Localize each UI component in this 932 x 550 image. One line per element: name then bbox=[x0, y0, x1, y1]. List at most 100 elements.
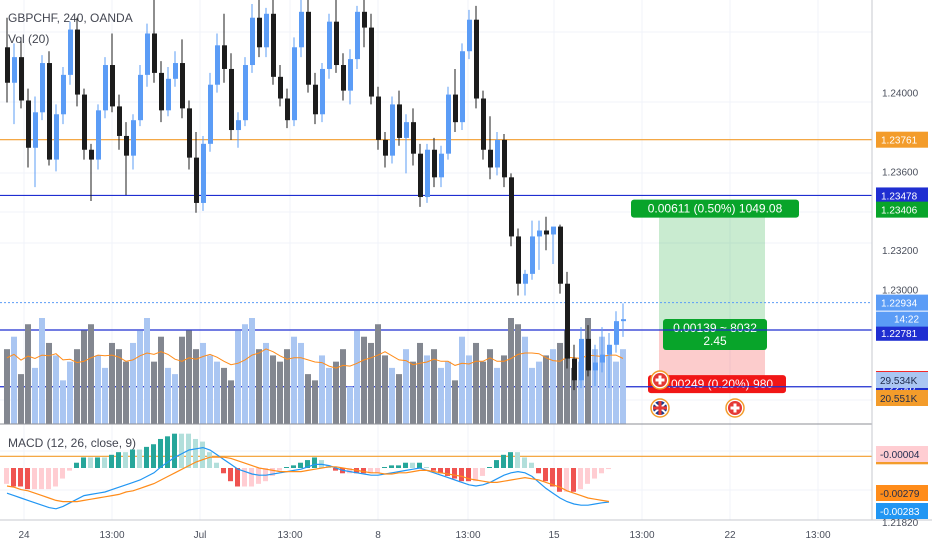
candle bbox=[124, 122, 129, 196]
candle bbox=[138, 65, 143, 127]
candle bbox=[222, 13, 227, 83]
volume-bar bbox=[305, 374, 311, 424]
macd-histogram-bar bbox=[578, 468, 583, 490]
volume-legend[interactable]: Vol (20) bbox=[8, 32, 49, 46]
macd-histogram-bar bbox=[172, 433, 177, 468]
line-price-tag[interactable]: 1.23761 bbox=[876, 131, 928, 148]
macd-histogram-bar bbox=[46, 468, 51, 490]
volume-bar bbox=[130, 342, 136, 424]
macd-histogram-bar bbox=[396, 465, 401, 468]
macd-histogram-bar bbox=[123, 452, 128, 468]
candle bbox=[495, 132, 500, 176]
macd-histogram-bar bbox=[81, 457, 86, 468]
candle bbox=[19, 37, 24, 109]
macd-tag-bg bbox=[876, 446, 928, 462]
price-tag[interactable]: 1.22781 bbox=[876, 324, 928, 341]
line-price-tag-bg bbox=[876, 131, 928, 148]
position-tool[interactable]: 0.00611 (0.50%) 1049.08 0.00139 ~ 80322.4… bbox=[631, 199, 799, 394]
candle bbox=[404, 114, 409, 174]
candle-body bbox=[208, 84, 213, 144]
macd-histogram-bar bbox=[88, 457, 93, 468]
volume-bar bbox=[60, 380, 66, 424]
time-axis[interactable]: 24 13:00 Jul 13:00 8 13:00 15 13:00 22 13:00 bbox=[18, 530, 831, 541]
volume-bar bbox=[515, 324, 521, 424]
candle bbox=[376, 86, 381, 150]
line-price-tag[interactable]: 1.23478 bbox=[876, 187, 928, 204]
volume-bar bbox=[186, 330, 192, 424]
swiss-flag-icon[interactable] bbox=[650, 370, 670, 390]
volume-bar bbox=[137, 330, 143, 424]
volume-bar bbox=[298, 342, 304, 424]
signal-line bbox=[6, 456, 610, 503]
candle bbox=[481, 90, 486, 160]
swiss-flag-icon[interactable] bbox=[725, 398, 745, 418]
candle-body bbox=[61, 74, 66, 115]
time-tick-label: 13:00 bbox=[805, 530, 830, 541]
uk-flag-icon[interactable] bbox=[650, 398, 670, 418]
target-zone[interactable] bbox=[659, 209, 765, 331]
candle-body bbox=[621, 319, 626, 322]
volume-bar bbox=[452, 380, 458, 424]
candle bbox=[292, 37, 297, 127]
candle bbox=[313, 72, 318, 125]
event-icons[interactable] bbox=[650, 370, 745, 418]
candle-body bbox=[481, 98, 486, 150]
price-tag[interactable]: 1.23406 bbox=[876, 201, 928, 218]
volume-bar bbox=[256, 349, 262, 424]
volume-bar bbox=[144, 318, 150, 424]
macd-histogram-bar bbox=[606, 468, 611, 470]
candle bbox=[201, 135, 206, 211]
candle-body bbox=[453, 94, 458, 123]
candle-body bbox=[75, 29, 80, 95]
target-label[interactable]: 0.00611 (0.50%) 1049.08 bbox=[631, 199, 799, 218]
candle bbox=[369, 13, 374, 105]
macd-histogram-bar bbox=[389, 465, 394, 468]
volume-bar bbox=[606, 355, 612, 424]
symbol-legend[interactable]: GBPCHF, 240, OANDA bbox=[8, 11, 133, 25]
price-tag-bg bbox=[876, 201, 928, 218]
price-tag[interactable]: 1.22934 bbox=[876, 294, 928, 311]
candle bbox=[131, 114, 136, 170]
uk-flag-cross bbox=[653, 406, 667, 410]
candle bbox=[173, 51, 178, 87]
volume-bar bbox=[529, 367, 535, 424]
macd-histogram-bar bbox=[550, 468, 555, 487]
price-tick-label: 1.23600 bbox=[882, 167, 919, 178]
candle-body bbox=[565, 283, 570, 359]
macd-histogram-bar bbox=[4, 468, 9, 484]
volume-bar bbox=[473, 342, 479, 424]
macd-histogram-bar bbox=[270, 468, 275, 476]
volume-bar bbox=[417, 342, 423, 424]
time-tick-label: 24 bbox=[18, 530, 30, 541]
candle-body bbox=[180, 63, 185, 109]
macd-histogram-bar bbox=[466, 468, 471, 482]
candle bbox=[243, 57, 248, 127]
macd-histogram-bar bbox=[32, 468, 37, 490]
candle bbox=[236, 112, 241, 148]
macd-legend[interactable]: MACD (12, 26, close, 9) bbox=[8, 436, 136, 450]
stop-label[interactable]: 0.00249 (0.20%) 980 bbox=[648, 375, 786, 394]
candle bbox=[54, 104, 59, 172]
candle bbox=[299, 0, 304, 58]
price-tag-text: 1.22934 bbox=[881, 299, 918, 310]
candle-body bbox=[418, 153, 423, 198]
volume-ma-tag-bg bbox=[876, 390, 928, 406]
volume-bar bbox=[193, 349, 199, 424]
macd-histogram-bar bbox=[368, 468, 373, 474]
candle bbox=[250, 3, 255, 73]
volume-value-tag: 29.534K bbox=[876, 372, 928, 388]
candle-body bbox=[271, 13, 276, 77]
macd-histogram-bar bbox=[445, 468, 450, 476]
volume-bar bbox=[333, 361, 339, 424]
candle bbox=[488, 116, 493, 180]
volume-bar bbox=[312, 380, 318, 424]
candle bbox=[166, 66, 171, 117]
macd-histogram-bar bbox=[242, 468, 247, 487]
macd-histogram-bar bbox=[487, 467, 492, 468]
candle-body bbox=[306, 11, 311, 85]
candle-body bbox=[117, 106, 122, 136]
macd-histogram-bar bbox=[557, 468, 562, 492]
price-axis[interactable]: 1.240001.236001.232001.230001.221541.218… bbox=[876, 89, 928, 530]
